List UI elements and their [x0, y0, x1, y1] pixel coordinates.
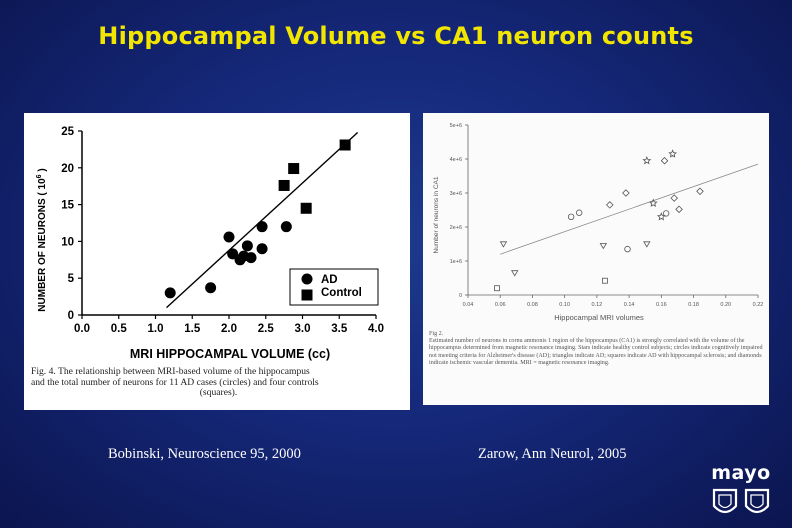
- right-x-tick-label: 0.12: [592, 302, 603, 308]
- left-point-control: [300, 202, 312, 214]
- left-point-ad: [223, 231, 235, 243]
- right-y-tick-label: 0: [459, 293, 462, 299]
- right-point-diamond: [675, 205, 683, 214]
- legend-circle-marker: [301, 273, 313, 285]
- right-x-tick-label: 0.14: [624, 302, 635, 308]
- left-x-tick-label: 2.0: [221, 323, 237, 335]
- caption-text: Estimated number of neurons in cornu amm…: [429, 338, 763, 366]
- left-x-tick-label: 0.5: [111, 323, 128, 335]
- left-scatter-chart: 0.0 0.5 1.0 1.5 2.0 2.5 3.0 3.5 4.0 0 5 10 15 20 25 AD…: [36, 126, 384, 361]
- left-fit-line: [166, 131, 359, 309]
- caption-line: and the total number of neurons for 11 A…: [31, 376, 319, 388]
- right-point-triangle: [643, 241, 651, 248]
- left-point-ad: [256, 221, 268, 233]
- right-point-diamond: [622, 189, 630, 197]
- right-point-star: [648, 198, 658, 207]
- right-x-tick-label: 0.04: [463, 302, 474, 308]
- right-x-tick-label: 0.16: [656, 302, 667, 308]
- caption-line: Fig. 4. The relationship between MRI-bas…: [31, 366, 310, 377]
- right-point-diamond: [670, 194, 678, 202]
- left-x-axis-label: MRI HIPPOCAMPAL VOLUME (cc): [130, 347, 330, 361]
- logo-wordmark: mayo: [711, 462, 771, 484]
- mayo-logo: mayo: [706, 462, 776, 522]
- left-x-tick-label: 0.0: [74, 323, 90, 335]
- left-figure-caption: Fig. 4. The relationship between MRI-bas…: [31, 366, 406, 399]
- right-point-star: [668, 149, 677, 158]
- right-point-triangle: [499, 241, 508, 248]
- right-point-square: [494, 285, 500, 292]
- left-y-axis-label: NUMBER OF NEURONS ( 106 ): [36, 168, 48, 311]
- right-point-square: [602, 277, 608, 284]
- right-point-diamond: [606, 201, 614, 209]
- left-point-ad: [164, 287, 176, 299]
- left-x-tick-label: 1.5: [184, 323, 201, 335]
- right-x-tick-label: 0.08: [527, 302, 538, 308]
- left-point-ad: [227, 248, 239, 260]
- left-x-tick-label: 4.0: [368, 323, 384, 335]
- caption-head: Fig 2.: [429, 331, 444, 337]
- citation-right: Zarow, Ann Neurol, 2005: [478, 446, 627, 462]
- right-y-tick-label: 3e+6: [450, 191, 462, 197]
- right-scatter-chart: 0.04 0.06 0.08 0.10 0.12 0.14 0.16 0.18 0.20 0.22…: [433, 123, 764, 322]
- legend-square-marker: [301, 289, 313, 301]
- right-x-tick-label: 0.18: [688, 302, 699, 308]
- right-point-star: [642, 156, 652, 165]
- left-x-tick-label: 3.0: [295, 323, 311, 335]
- right-point-circle: [662, 210, 670, 217]
- left-legend-label: AD: [321, 274, 338, 286]
- citation-left: Bobinski, Neuroscience 95, 2000: [108, 446, 301, 462]
- shield-icon: [712, 488, 770, 514]
- right-x-tick-label: 0.06: [495, 302, 506, 308]
- left-x-tick-label: 3.5: [331, 323, 348, 335]
- left-figure-panel: 0.0 0.5 1.0 1.5 2.0 2.5 3.0 3.5 4.0 0 5 10 15 20 25 AD…: [24, 113, 410, 410]
- left-y-tick-label: 20: [61, 163, 74, 175]
- right-point-circle: [624, 245, 631, 253]
- right-point-triangle: [511, 270, 519, 277]
- right-x-tick-label: 0.22: [753, 302, 764, 308]
- left-y-tick-label: 15: [61, 200, 74, 212]
- left-y-tick-label: 25: [61, 126, 74, 138]
- left-point-ad: [245, 252, 257, 264]
- right-y-tick-label: 2e+6: [450, 225, 462, 231]
- right-point-diamond: [696, 187, 704, 196]
- left-y-tick-label: 10: [61, 236, 74, 248]
- right-fit-line: [500, 163, 759, 255]
- left-point-ad: [256, 243, 268, 255]
- right-point-diamond: [660, 156, 669, 165]
- left-point-ad: [241, 240, 253, 252]
- left-point-ad: [280, 221, 292, 233]
- right-y-axis-label: Number of neurons in CA1: [433, 176, 440, 253]
- right-figure-panel: 0.04 0.06 0.08 0.10 0.12 0.14 0.16 0.18 0.20 0.22…: [423, 113, 769, 405]
- right-figure-caption: Fig 2. Estimated number of neurons in co…: [429, 331, 765, 367]
- right-point-circle: [567, 213, 575, 220]
- left-point-control: [339, 139, 351, 151]
- right-point-triangle: [599, 243, 608, 250]
- caption-line: (squares).: [199, 387, 238, 398]
- left-y-tick-label: 5: [68, 273, 75, 285]
- right-point-circle: [575, 209, 583, 216]
- right-y-tick-label: 5e+6: [450, 123, 462, 129]
- right-y-tick-label: 4e+6: [450, 157, 462, 163]
- left-x-tick-label: 1.0: [148, 323, 164, 335]
- right-x-tick-label: 0.10: [559, 302, 570, 308]
- slide-title: Hippocampal Volume vs CA1 neuron counts: [98, 22, 694, 50]
- left-point-control: [288, 163, 300, 175]
- right-x-tick-label: 0.20: [720, 302, 731, 308]
- right-x-axis-label: Hippocampal MRI volumes: [554, 313, 644, 322]
- left-point-ad: [205, 282, 217, 294]
- left-legend-label: Control: [321, 287, 362, 299]
- left-point-control: [278, 179, 290, 191]
- left-y-tick-label: 0: [68, 310, 74, 322]
- right-y-tick-label: 1e+6: [450, 259, 462, 265]
- left-x-tick-label: 2.5: [258, 323, 275, 335]
